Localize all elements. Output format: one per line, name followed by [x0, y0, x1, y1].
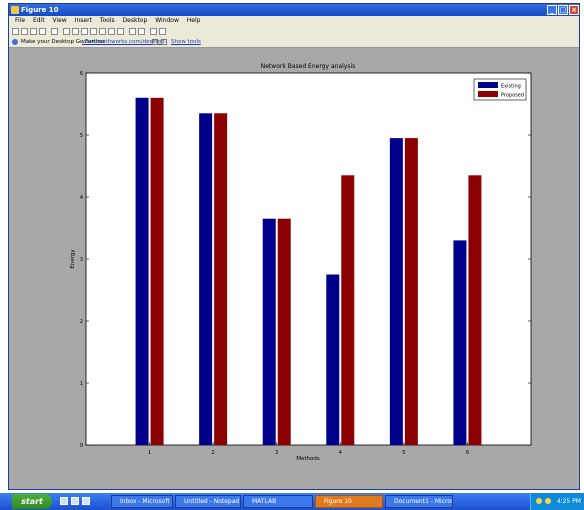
y-tick-label: 3	[80, 257, 83, 263]
x-tick-label: 1	[148, 450, 151, 456]
bar-proposed-2	[214, 113, 228, 446]
data-cursor-icon[interactable]	[99, 28, 106, 35]
menu-insert[interactable]: Insert	[74, 17, 92, 24]
y-tick-label: 2	[80, 319, 83, 325]
menu-file[interactable]: File	[15, 17, 26, 24]
zoom-in-icon[interactable]	[63, 28, 70, 35]
task-figure[interactable]: Figure 10	[315, 495, 383, 508]
menu-edit[interactable]: Edit	[32, 17, 45, 24]
x-tick-label: 2	[212, 450, 215, 456]
menu-help[interactable]: Help	[186, 17, 201, 24]
legend-label-proposed: Proposed	[501, 93, 524, 99]
bar-proposed-6	[468, 175, 482, 446]
info-text: Make your Desktop Go Further	[21, 39, 106, 45]
bar-proposed-4	[341, 175, 355, 446]
bars-group	[135, 97, 482, 446]
hide-plot-tools-icon[interactable]	[150, 28, 157, 35]
system-tray: 4:25 PM	[530, 493, 584, 510]
bar-existing-2	[199, 113, 213, 446]
taskbar: start Inbox - Microsoft Outlook Untitled…	[0, 493, 584, 510]
clock: 4:25 PM	[556, 498, 581, 505]
x-tick-label: 5	[402, 450, 405, 456]
info-bar: Make your Desktop Go Further www.mathwor…	[9, 37, 579, 48]
edit-plot-icon[interactable]	[51, 28, 58, 35]
window-title: Figure 10	[21, 6, 59, 14]
y-tick-label: 0	[80, 443, 83, 449]
x-ticks: 1 2 3 4 5 6	[148, 442, 469, 456]
legend-swatch-existing	[478, 82, 498, 88]
y-axis-label: Energy	[70, 249, 76, 269]
new-figure-icon[interactable]	[12, 28, 19, 35]
show-tools-link[interactable]: Show tools	[171, 39, 201, 45]
y-tick-label: 5	[80, 133, 83, 139]
x-tick-label: 6	[466, 450, 469, 456]
rotate-icon[interactable]	[90, 28, 97, 35]
open-file-icon[interactable]	[21, 28, 28, 35]
brush-icon[interactable]	[108, 28, 115, 35]
network-icon[interactable]	[536, 498, 542, 504]
pan-icon[interactable]	[81, 28, 88, 35]
close-button[interactable]: ×	[569, 5, 579, 15]
task-outlook[interactable]: Inbox - Microsoft Outlook	[111, 495, 173, 508]
task-notepad[interactable]: Untitled - Notepad	[175, 495, 241, 508]
legend[interactable]: Existing Proposed	[473, 78, 527, 101]
bar-proposed-5	[404, 138, 418, 445]
dock-icon[interactable]	[161, 39, 167, 45]
menu-window[interactable]: Window	[155, 17, 179, 24]
menu-bar: File Edit View Insert Tools Desktop Wind…	[9, 16, 579, 26]
window-titlebar[interactable]: Figure 10 _ □ ×	[9, 4, 579, 16]
close-info-icon[interactable]	[152, 39, 158, 45]
x-axis-label: Methods	[296, 456, 320, 462]
menu-desktop[interactable]: Desktop	[122, 17, 148, 24]
menu-tools[interactable]: Tools	[99, 17, 115, 24]
bar-existing-6	[453, 240, 467, 445]
bar-proposed-1	[150, 97, 164, 446]
zoom-out-icon[interactable]	[72, 28, 79, 35]
maximize-button[interactable]: □	[558, 5, 568, 15]
y-tick-label: 1	[80, 381, 83, 387]
info-icon	[12, 39, 18, 45]
minimize-button[interactable]: _	[547, 5, 557, 15]
legend-label-existing: Existing	[501, 84, 521, 90]
y-ticks: 0 1 2 3 4 5 6	[80, 71, 531, 449]
start-button[interactable]: start	[12, 494, 52, 509]
show-plot-tools-icon[interactable]	[159, 28, 166, 35]
colorbar-icon[interactable]	[129, 28, 136, 35]
bar-existing-4	[326, 274, 340, 445]
link-icon[interactable]	[117, 28, 124, 35]
save-icon[interactable]	[30, 28, 37, 35]
menu-view[interactable]: View	[52, 17, 67, 24]
bar-existing-1	[135, 97, 149, 446]
media-player-icon[interactable]	[82, 497, 90, 505]
bar-existing-5	[389, 138, 403, 445]
x-tick-label: 4	[339, 450, 342, 456]
volume-icon[interactable]	[545, 498, 551, 504]
figure-toolbar	[9, 26, 579, 37]
bar-proposed-3	[277, 218, 291, 445]
show-desktop-icon[interactable]	[60, 497, 68, 505]
info-link[interactable]: www.mathworks.com/desktop	[82, 39, 165, 45]
y-tick-label: 6	[80, 71, 83, 77]
y-tick-label: 4	[80, 195, 83, 201]
task-matlab[interactable]: MATLAB	[243, 495, 313, 508]
task-word[interactable]: Document1 - Microsoft Word	[385, 495, 453, 508]
internet-explorer-icon[interactable]	[71, 497, 79, 505]
bar-existing-3	[262, 218, 276, 445]
chart-title: Network Based Energy analysis	[261, 63, 356, 70]
matlab-icon	[11, 6, 19, 14]
legend-icon[interactable]	[138, 28, 145, 35]
legend-swatch-proposed	[478, 91, 498, 97]
print-icon[interactable]	[39, 28, 46, 35]
x-tick-label: 3	[275, 450, 278, 456]
